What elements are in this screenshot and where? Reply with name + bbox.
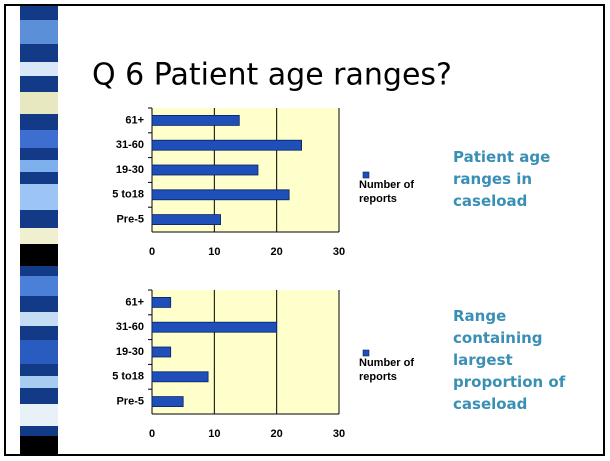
x-tick-label: 0: [149, 428, 155, 440]
y-tick-label: 5 to18: [112, 189, 144, 201]
bar: [151, 189, 290, 201]
decor-stripe: [20, 6, 58, 454]
bar: [151, 164, 259, 176]
x-tick-label: 20: [271, 246, 283, 258]
legend-label: Number of reports: [359, 179, 414, 205]
x-tick-label: 0: [149, 246, 155, 258]
y-tick-label: 61+: [125, 296, 144, 308]
slide-title: Q 6 Patient age ranges?: [92, 58, 452, 93]
legend-label: Number of reports: [359, 357, 414, 383]
bar: [151, 321, 278, 333]
bar: [151, 346, 172, 358]
y-tick-label: 61+: [125, 114, 144, 126]
y-tick-label: 31-60: [116, 139, 144, 151]
bar: [151, 371, 209, 383]
y-tick-label: Pre-5: [116, 396, 144, 408]
bar: [151, 214, 221, 226]
plot-area: [152, 290, 339, 414]
y-tick-label: 5 to18: [112, 371, 144, 383]
annotation: Range containing largest proportion of c…: [453, 307, 566, 413]
x-tick-label: 20: [271, 428, 283, 440]
bar: [151, 139, 303, 151]
y-tick-label: 31-60: [116, 321, 144, 333]
legend-swatch: [362, 349, 370, 357]
bar: [151, 396, 184, 408]
x-tick-label: 10: [208, 246, 220, 258]
bar: [151, 115, 240, 126]
legend-swatch: [362, 171, 370, 179]
y-tick-label: 19-30: [116, 164, 144, 176]
x-tick-label: 30: [333, 428, 345, 440]
x-tick-label: 30: [333, 246, 345, 258]
x-tick-label: 10: [208, 428, 220, 440]
annotation: Patient age ranges in caseload: [453, 148, 551, 210]
bar: [151, 296, 172, 308]
y-tick-label: 19-30: [116, 346, 144, 358]
y-tick-label: Pre-5: [116, 214, 144, 226]
